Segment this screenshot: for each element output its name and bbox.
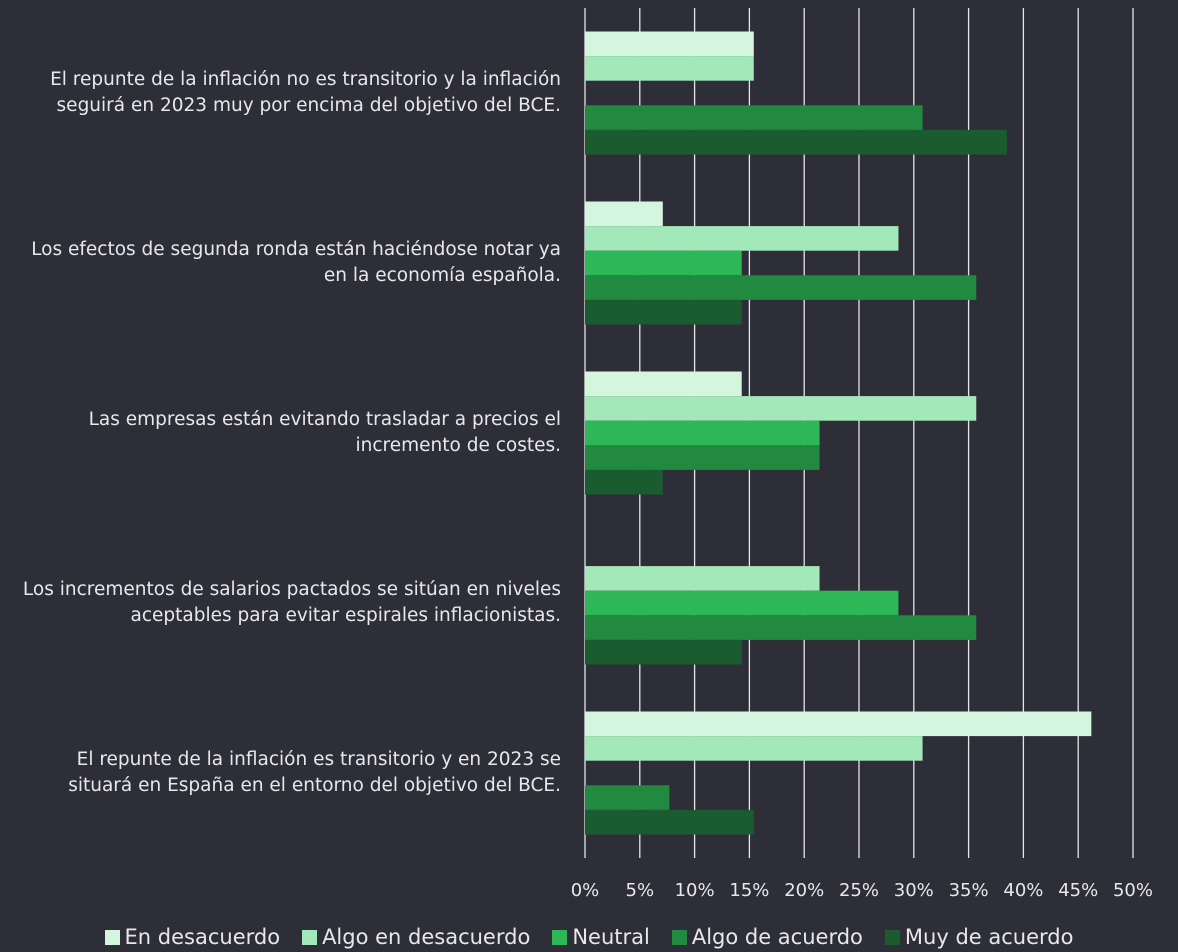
legend-label: Algo de acuerdo bbox=[691, 925, 863, 949]
legend-label: Muy de acuerdo bbox=[904, 925, 1074, 949]
bar bbox=[585, 56, 754, 81]
bar bbox=[585, 809, 754, 835]
bar bbox=[585, 639, 742, 665]
bar bbox=[585, 396, 977, 421]
x-tick-label: 10% bbox=[675, 880, 715, 901]
bar bbox=[585, 371, 742, 397]
x-tick-label: 5% bbox=[626, 880, 655, 901]
bar bbox=[585, 201, 663, 227]
bar bbox=[585, 299, 742, 325]
legend: En desacuerdo Algo en desacuerdo Neutral Al… bbox=[0, 922, 1178, 952]
bar bbox=[585, 711, 1092, 737]
legend-item: Algo de acuerdo bbox=[671, 922, 863, 952]
legend-item: En desacuerdo bbox=[104, 922, 281, 952]
category-label: El repunte de la inflación es transitori… bbox=[68, 749, 561, 796]
x-tick-label: 20% bbox=[784, 880, 824, 901]
bar bbox=[585, 105, 923, 130]
legend-swatch bbox=[302, 929, 318, 945]
x-tick-label: 30% bbox=[894, 880, 934, 901]
legend-swatch bbox=[104, 929, 120, 945]
bar bbox=[585, 31, 754, 57]
bar bbox=[585, 736, 923, 761]
x-tick-label: 35% bbox=[949, 880, 989, 901]
legend-swatch bbox=[552, 929, 568, 945]
legend-label: Neutral bbox=[572, 925, 650, 949]
bar bbox=[585, 785, 670, 810]
bar bbox=[585, 469, 663, 495]
legend-label: Algo en desacuerdo bbox=[322, 925, 531, 949]
legend-item: Neutral bbox=[552, 922, 650, 952]
category-label: Los efectos de segunda ronda están hacié… bbox=[31, 239, 561, 286]
x-tick-label: 25% bbox=[839, 880, 879, 901]
legend-swatch bbox=[884, 929, 900, 945]
legend-label: En desacuerdo bbox=[124, 925, 281, 949]
bar bbox=[585, 420, 820, 446]
bar bbox=[585, 590, 899, 616]
x-tick-label: 40% bbox=[1003, 880, 1043, 901]
bar bbox=[585, 129, 1007, 155]
bar bbox=[585, 445, 820, 470]
x-tick-label: 0% bbox=[571, 880, 600, 901]
legend-item: Muy de acuerdo bbox=[884, 922, 1074, 952]
bar bbox=[585, 250, 742, 276]
x-tick-label: 50% bbox=[1113, 880, 1153, 901]
bar bbox=[585, 566, 820, 591]
bar bbox=[585, 615, 977, 640]
category-label: Los incrementos de salarios pactados se … bbox=[22, 579, 561, 626]
x-tick-label: 45% bbox=[1058, 880, 1098, 901]
legend-item: Algo en desacuerdo bbox=[302, 922, 530, 952]
bar bbox=[585, 226, 899, 251]
bar bbox=[585, 275, 977, 300]
category-label: Las empresas están evitando trasladar a … bbox=[88, 409, 561, 456]
category-label: El repunte de la inflación no es transit… bbox=[50, 69, 561, 116]
legend-swatch bbox=[671, 929, 687, 945]
x-tick-label: 15% bbox=[729, 880, 769, 901]
